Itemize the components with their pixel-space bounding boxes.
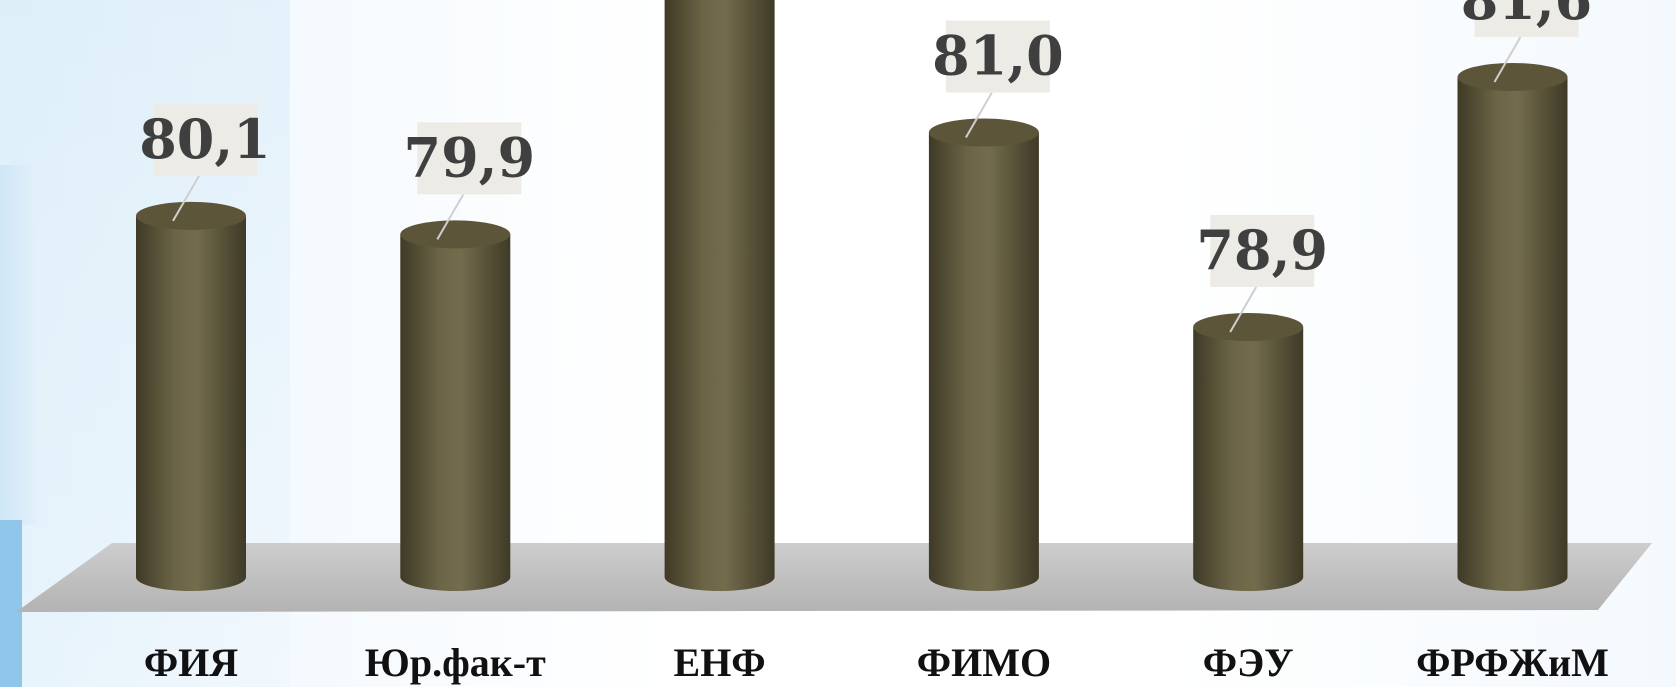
category-label-4: ФИМО [917,640,1051,685]
chart-floor [16,543,1652,612]
category-label-6: ФРФЖиМ [1416,640,1609,685]
bar-1 [136,202,246,591]
bar-top [400,220,510,248]
bar-3 [665,0,775,591]
data-label-text: 81,6 [1461,0,1593,32]
bar-body [1458,77,1568,591]
bar-body [400,234,510,591]
data-label-text: 79,9 [404,125,536,189]
category-label-1: ФИЯ [144,640,238,685]
bar-top [1193,313,1303,341]
bar-top [136,202,246,230]
bar-4 [929,119,1039,591]
bar-body [1193,327,1303,591]
bar-body [665,0,775,591]
bar-body [929,133,1039,591]
category-label-2: Юр.фак-т [365,640,546,685]
bar-2 [400,220,510,591]
bar-top [1458,63,1568,91]
bar-body [136,216,246,591]
bar-top [929,119,1039,147]
data-label-text: 81,0 [932,24,1064,88]
category-label-3: ЕНФ [674,640,766,685]
bar-6 [1458,63,1568,591]
data-label-text: 80,1 [139,107,271,171]
category-label-5: ФЭУ [1203,640,1294,685]
data-label-text: 78,9 [1196,218,1328,282]
bar-5 [1193,313,1303,591]
